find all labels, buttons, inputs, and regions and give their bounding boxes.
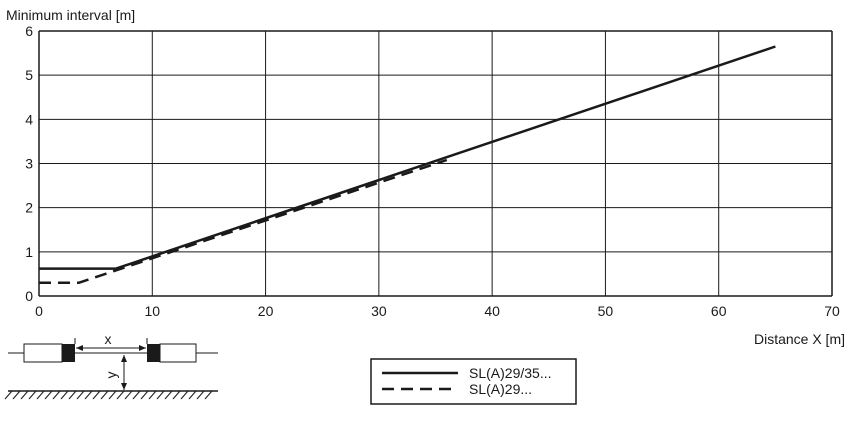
x-tick-label: 0 xyxy=(35,303,43,319)
hatch-stroke xyxy=(148,390,157,400)
y-dimension-label: y xyxy=(103,372,119,379)
ground-hatch xyxy=(4,390,213,400)
series-line-2 xyxy=(39,158,448,285)
hatch-stroke xyxy=(36,390,45,400)
x-arrow-left xyxy=(76,345,83,351)
x-axis-title: Distance X [m] xyxy=(754,331,845,347)
hatch-stroke xyxy=(172,390,181,400)
y-tick-label: 1 xyxy=(25,244,33,260)
x-dimension-label: x xyxy=(105,331,112,347)
legend-box xyxy=(370,358,577,405)
right-sensor-body xyxy=(159,343,197,363)
hatch-stroke xyxy=(180,390,189,400)
x-arrow-right xyxy=(139,345,146,351)
hatch-stroke xyxy=(140,390,149,400)
installation-diagram: x y xyxy=(4,331,218,400)
grid xyxy=(38,30,833,297)
hatch-stroke xyxy=(44,390,53,400)
left-sensor-lens xyxy=(62,344,75,362)
hatch-stroke xyxy=(196,390,205,400)
y-tick-label: 4 xyxy=(25,111,33,127)
hatch-stroke xyxy=(108,390,117,400)
tick-labels: 0 10 20 30 40 50 60 70 0 1 2 3 4 5 6 xyxy=(25,23,840,319)
hatch-stroke xyxy=(68,390,77,400)
x-tick-label: 70 xyxy=(824,303,840,319)
x-tick-label: 20 xyxy=(258,303,274,319)
x-tick-label: 60 xyxy=(711,303,727,319)
y-axis-title: Minimum interval [m] xyxy=(6,7,135,23)
series-line-1 xyxy=(39,45,776,270)
hatch-stroke xyxy=(188,390,197,400)
hatch-stroke xyxy=(4,390,13,400)
y-tick-label: 0 xyxy=(25,288,33,304)
hatch-stroke xyxy=(116,390,125,400)
hatch-stroke xyxy=(76,390,85,400)
hatch-stroke xyxy=(92,390,101,400)
hatch-stroke xyxy=(156,390,165,400)
hatch-stroke xyxy=(132,390,141,400)
y-arrow-top xyxy=(121,355,127,362)
hatch-stroke xyxy=(124,390,133,400)
legend-label-series-1: SL(A)29/35... xyxy=(469,365,552,381)
x-tick-label: 30 xyxy=(371,303,387,319)
hatch-stroke xyxy=(204,390,213,400)
y-tick-label: 2 xyxy=(25,200,33,216)
hatch-stroke xyxy=(12,390,21,400)
hatch-stroke xyxy=(52,390,61,400)
y-tick-label: 3 xyxy=(25,156,33,172)
y-arrow-bottom xyxy=(121,383,127,390)
right-sensor-lens xyxy=(147,344,160,362)
hatch-stroke xyxy=(164,390,173,400)
hatch-stroke xyxy=(60,390,69,400)
x-tick-label: 50 xyxy=(598,303,614,319)
hatch-stroke xyxy=(20,390,29,400)
legend: SL(A)29/35... SL(A)29... xyxy=(370,358,577,405)
hatch-stroke xyxy=(100,390,109,400)
hatch-stroke xyxy=(84,390,93,400)
y-tick-label: 6 xyxy=(25,23,33,39)
y-tick-label: 5 xyxy=(25,67,33,83)
legend-label-series-2: SL(A)29... xyxy=(469,381,532,397)
series-lines xyxy=(39,45,776,285)
x-tick-label: 40 xyxy=(484,303,500,319)
left-sensor-body xyxy=(23,343,63,363)
x-tick-label: 10 xyxy=(144,303,160,319)
hatch-stroke xyxy=(28,390,37,400)
